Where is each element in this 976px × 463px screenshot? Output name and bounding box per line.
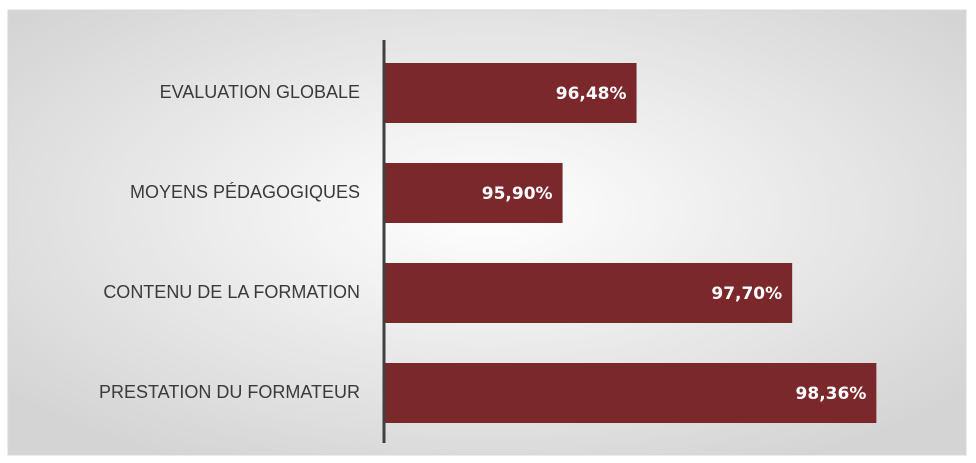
data-label: 96,48% [556,84,627,104]
bar [384,363,877,423]
y-tick-label: EVALUATION GLOBALE [160,82,360,102]
y-tick-label: MOYENS PÉDAGOGIQUES [130,182,360,202]
bar [384,63,637,123]
data-label: 98,36% [796,384,867,404]
y-tick-label: PRESTATION DU FORMATEUR [99,382,360,402]
bar [384,263,793,323]
data-label: 97,70% [711,284,782,304]
y-tick-label: CONTENU DE LA FORMATION [103,282,360,302]
data-label: 95,90% [482,184,553,204]
bar [384,163,563,223]
